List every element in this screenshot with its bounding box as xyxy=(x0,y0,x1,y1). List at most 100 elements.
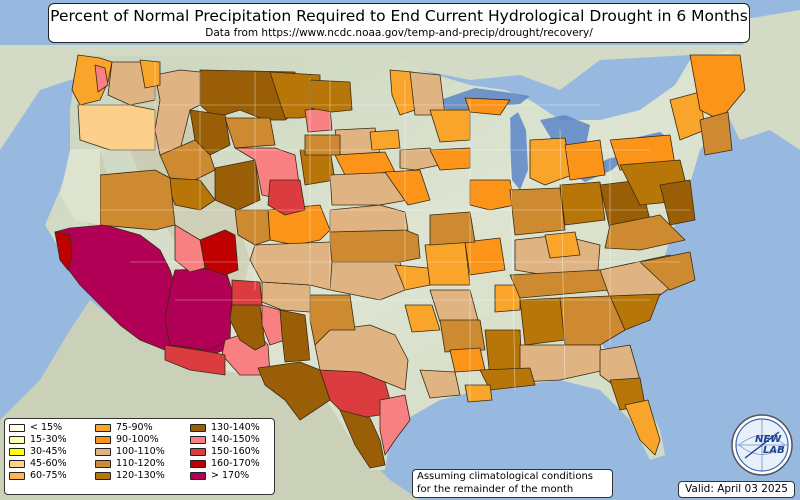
legend-label: 130-140% xyxy=(211,422,260,433)
legend-swatch xyxy=(95,460,111,468)
region-120-130-alabama xyxy=(519,297,566,346)
region-gt170-newmexico xyxy=(164,267,233,351)
legend-item: > 170% xyxy=(190,470,270,482)
region-100-110-la-west xyxy=(419,369,461,399)
region-110-120-ne-coast xyxy=(699,111,733,156)
region-120-130-gulf-coast xyxy=(479,367,536,391)
legend-label: 45-60% xyxy=(30,458,67,469)
legend-label: 110-120% xyxy=(116,458,165,469)
map-subtitle: Data from https://www.ncdc.noaa.gov/temp… xyxy=(205,27,593,39)
region-120-130-sc xyxy=(609,293,661,331)
region-75-90-florida xyxy=(624,399,661,456)
legend-label: 160-170% xyxy=(211,458,260,469)
legend-swatch xyxy=(95,424,111,432)
region-110-120-nevada-north xyxy=(99,169,176,231)
logo-text-1: NEW xyxy=(755,434,782,445)
legend-item: 110-120% xyxy=(95,458,190,470)
region-45-60-oregon xyxy=(77,104,156,151)
region-75-90-la-east xyxy=(464,384,493,403)
region-140-150-south-texas xyxy=(379,394,411,456)
legend-label: 60-75% xyxy=(30,470,67,481)
legend-item: 130-140% xyxy=(190,422,270,434)
region-130-140-md xyxy=(659,179,696,226)
region-120-130-nd xyxy=(309,79,353,113)
logo-text-2: LAB xyxy=(763,445,785,456)
region-130-140-nm-east xyxy=(279,309,311,363)
region-130-140-west-texas xyxy=(257,361,331,421)
region-75-90-missouri xyxy=(424,241,471,286)
legend-swatch xyxy=(190,472,206,480)
region-160-170-coast xyxy=(54,231,73,271)
region-100-110-colorado-south xyxy=(249,241,333,291)
legend-item: 90-100% xyxy=(95,434,190,446)
region-100-110-iowa xyxy=(399,147,441,171)
legend-item: 15-30% xyxy=(9,434,95,446)
legend-swatch xyxy=(95,448,111,456)
note-line-1: Assuming climatological conditions xyxy=(417,471,593,482)
region-140-150-washington xyxy=(94,64,109,93)
lake-michigan xyxy=(510,112,528,190)
legend-item: 30-45% xyxy=(9,446,95,458)
maritimes-land xyxy=(740,10,800,80)
region-150-160-az-south xyxy=(164,344,226,376)
region-90-100-nebraska-east xyxy=(384,169,431,206)
region-75-90-ms-north xyxy=(494,284,521,313)
note-line-2: for the remainder of the month xyxy=(417,483,574,495)
legend-item: 60-75% xyxy=(9,470,95,482)
legend-swatch xyxy=(95,472,111,480)
legend-swatch xyxy=(9,448,25,456)
region-140-150-nevada xyxy=(174,224,206,273)
region-90-100-new-england xyxy=(689,54,746,121)
legend-label: 75-90% xyxy=(116,422,153,433)
region-120-130-idaho xyxy=(164,177,216,211)
region-100-110-idaho xyxy=(154,69,201,156)
region-130-140-texas-south xyxy=(339,409,386,469)
region-100-110-texas-east xyxy=(314,324,409,391)
region-75-90-minnesota xyxy=(389,69,416,116)
region-75-90-north-mn xyxy=(369,129,401,151)
region-110-120-missouri xyxy=(429,211,476,246)
legend-swatch xyxy=(9,460,25,468)
region-110-120-nc-east xyxy=(639,251,696,291)
legend-swatch xyxy=(190,424,206,432)
region-140-150-nm-east xyxy=(261,304,286,346)
region-110-120-kansas xyxy=(329,227,421,263)
region-90-100-michigan-up xyxy=(464,97,511,116)
legend-label: 140-150% xyxy=(211,434,260,445)
legend-item: 100-110% xyxy=(95,446,190,458)
legend-item: 45-60% xyxy=(9,458,95,470)
legend-label: < 15% xyxy=(30,422,63,433)
region-100-110-northern-california xyxy=(60,150,100,225)
region-100-110-minnesota xyxy=(409,71,446,116)
legend-item: 75-90% xyxy=(95,422,190,434)
legend-swatch xyxy=(9,472,25,480)
legend-label: 90-100% xyxy=(116,434,159,445)
state-borders xyxy=(70,62,690,400)
valid-date: Valid: April 03 2025 xyxy=(678,481,795,498)
drought-regions xyxy=(54,54,746,469)
legend-label: 120-130% xyxy=(116,470,165,481)
legend-label: 150-160% xyxy=(211,446,260,457)
legend-item xyxy=(9,482,95,494)
title-box: Percent of Normal Precipitation Required… xyxy=(48,3,750,43)
region-110-120-arkansas xyxy=(439,319,486,353)
region-90-100-la xyxy=(449,347,486,373)
region-90-100-illinois xyxy=(469,179,516,211)
legend-swatch xyxy=(95,436,111,444)
region-120-130-ohio xyxy=(559,181,606,226)
legend-swatch xyxy=(190,460,206,468)
legend-swatch xyxy=(9,424,25,432)
legend-item xyxy=(95,482,190,494)
legend-label: 30-45% xyxy=(30,446,67,457)
map-title: Percent of Normal Precipitation Required… xyxy=(50,7,748,25)
legend-label: 100-110% xyxy=(116,446,165,457)
region-150-160-wyoming-east xyxy=(267,179,306,216)
legend: < 15% 15-30% 30-45% 45-60% 60-75% 75-90%… xyxy=(4,418,275,495)
region-75-90-arkansas xyxy=(404,304,441,333)
legend-item: 150-160% xyxy=(190,446,270,458)
region-130-140-wyoming-west xyxy=(214,159,261,211)
region-110-120-va xyxy=(604,214,686,251)
legend-swatch xyxy=(9,436,25,444)
legend-label: > 170% xyxy=(211,470,250,481)
